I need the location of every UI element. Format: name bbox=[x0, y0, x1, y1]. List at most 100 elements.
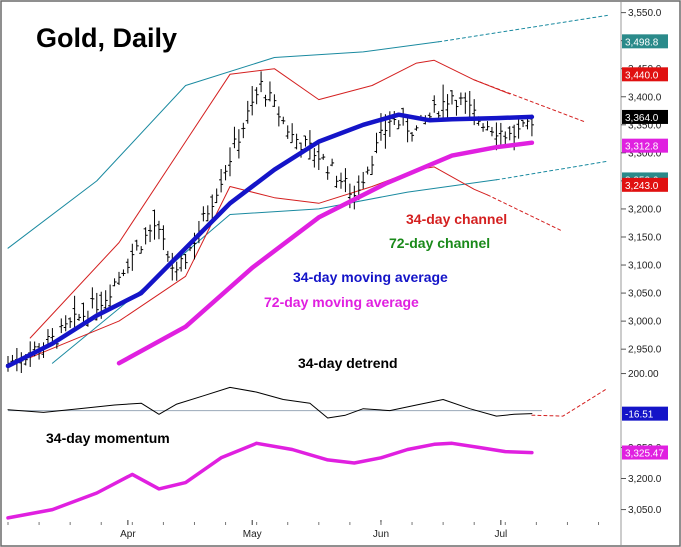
price-panel: 3,550.03,500.03,450.03,400.03,350.03,300… bbox=[5, 8, 668, 374]
channel72-label: 72-day channel bbox=[389, 235, 490, 251]
x-tick-label: Apr bbox=[120, 529, 136, 540]
detrend-panel: 200.00 -16.51 bbox=[7, 369, 668, 421]
price-bar bbox=[454, 99, 459, 116]
price-bar bbox=[236, 129, 241, 159]
annotations: Gold, Daily 34-day channel 72-day channe… bbox=[36, 23, 507, 446]
price-bar bbox=[143, 227, 148, 245]
x-tick-label: May bbox=[243, 529, 262, 540]
y-tick-label: 2,950.0 bbox=[628, 345, 662, 356]
price-bar bbox=[161, 225, 166, 251]
price-bar bbox=[210, 194, 215, 220]
price-bar bbox=[214, 188, 219, 204]
price-bar bbox=[312, 148, 317, 168]
price-bar bbox=[374, 132, 379, 154]
price-bar bbox=[117, 271, 121, 286]
price-bar bbox=[432, 95, 437, 113]
price-bar bbox=[405, 117, 410, 143]
price-bar bbox=[72, 295, 77, 332]
34-day-channel-upper-projection-line bbox=[473, 79, 586, 123]
price-bar bbox=[77, 313, 82, 321]
34-day-detrend-projection-line bbox=[531, 387, 608, 417]
price-bar bbox=[165, 250, 170, 262]
price-bar bbox=[281, 116, 286, 125]
price-bar bbox=[125, 258, 130, 274]
price-bar bbox=[294, 133, 299, 150]
price-bar bbox=[148, 224, 153, 243]
ma34-label: 34-day moving average bbox=[293, 269, 448, 285]
price-bar bbox=[228, 147, 232, 177]
72-day-moving-average-line bbox=[116, 140, 535, 366]
axis-tag-label: 3,312.8 bbox=[625, 142, 659, 153]
axis-value-tag: 3,364.0 bbox=[622, 109, 668, 124]
price-bar bbox=[330, 158, 335, 167]
price-bar bbox=[396, 120, 401, 130]
72-day-channel-lower-projection-line bbox=[495, 160, 608, 181]
x-axis: Apr May Jun Jul bbox=[7, 520, 600, 540]
price-bar bbox=[59, 318, 64, 334]
price-bar bbox=[361, 171, 366, 189]
price-bar bbox=[481, 123, 486, 132]
detrend-label: 34-day detrend bbox=[298, 355, 398, 371]
x-tick-label: Jul bbox=[494, 529, 507, 540]
momentum-label: 34-day momentum bbox=[46, 430, 170, 446]
price-bar bbox=[170, 252, 175, 281]
price-bar bbox=[223, 165, 228, 181]
y-tick-label: 3,200.0 bbox=[628, 204, 662, 215]
axis-value-tag: 3,243.0 bbox=[622, 177, 668, 192]
price-bar bbox=[63, 315, 68, 332]
price-bar bbox=[121, 269, 126, 277]
price-bar bbox=[259, 71, 264, 93]
price-bar bbox=[272, 94, 277, 107]
y-tick-label: 3,000.0 bbox=[628, 317, 662, 328]
y-tick-label: 3,050.0 bbox=[628, 289, 662, 300]
price-bar bbox=[130, 243, 135, 271]
price-bar bbox=[232, 126, 237, 149]
price-bar bbox=[445, 94, 450, 119]
price-bar bbox=[290, 123, 295, 144]
price-bar bbox=[325, 166, 330, 180]
axis-tag-box bbox=[622, 109, 668, 124]
axis-tag-label: 3,498.8 bbox=[625, 37, 659, 48]
price-bar bbox=[108, 284, 113, 310]
axis-value-tag: 3,325.47 bbox=[622, 445, 668, 460]
y-tick-label: 3,550.0 bbox=[628, 8, 662, 19]
y-tick-label: 3,300.0 bbox=[628, 148, 662, 159]
price-bar bbox=[103, 290, 108, 310]
price-bar bbox=[316, 143, 321, 171]
axis-value-tag: 3,440.0 bbox=[622, 67, 668, 82]
y-tick-label: 3,050.0 bbox=[628, 505, 662, 516]
price-bar bbox=[334, 175, 339, 188]
y-tick-label: 3,200.0 bbox=[628, 474, 662, 485]
price-bar bbox=[489, 126, 494, 137]
axis-tag-label: -16.51 bbox=[625, 410, 654, 421]
72-day-channel-upper-projection-line bbox=[438, 14, 608, 43]
axis-tag-box bbox=[622, 406, 668, 421]
price-bar bbox=[245, 100, 250, 124]
axis-tag-label: 3,243.0 bbox=[625, 181, 659, 192]
price-bar bbox=[321, 153, 326, 160]
momentum-panel: 3,350.03,200.03,050.03,325.47 bbox=[6, 441, 668, 520]
price-bar bbox=[205, 205, 210, 222]
34-day-moving-average-line bbox=[5, 112, 535, 369]
ma72-label: 72-day moving average bbox=[264, 294, 419, 310]
axis-tag-box bbox=[622, 67, 668, 82]
price-bar bbox=[267, 81, 272, 102]
price-bar bbox=[152, 209, 157, 240]
price-bar bbox=[503, 131, 508, 145]
price-bar bbox=[521, 119, 526, 128]
price-bar bbox=[414, 125, 419, 131]
y-tick-label: 200.00 bbox=[628, 369, 659, 380]
price-bar bbox=[219, 168, 224, 193]
price-bar bbox=[68, 317, 73, 328]
y-tick-label: 3,400.0 bbox=[628, 92, 662, 103]
price-bar bbox=[441, 84, 446, 119]
price-bar bbox=[370, 155, 375, 176]
axis-tag-label: 3,440.0 bbox=[625, 70, 659, 81]
price-bar bbox=[463, 92, 468, 114]
price-bar bbox=[485, 121, 490, 131]
price-bar bbox=[156, 220, 161, 240]
34-day-channel-upper-line bbox=[29, 59, 511, 339]
axis-tag-box bbox=[622, 177, 668, 192]
price-bar bbox=[450, 90, 454, 105]
x-tick-label: Jun bbox=[373, 529, 389, 540]
